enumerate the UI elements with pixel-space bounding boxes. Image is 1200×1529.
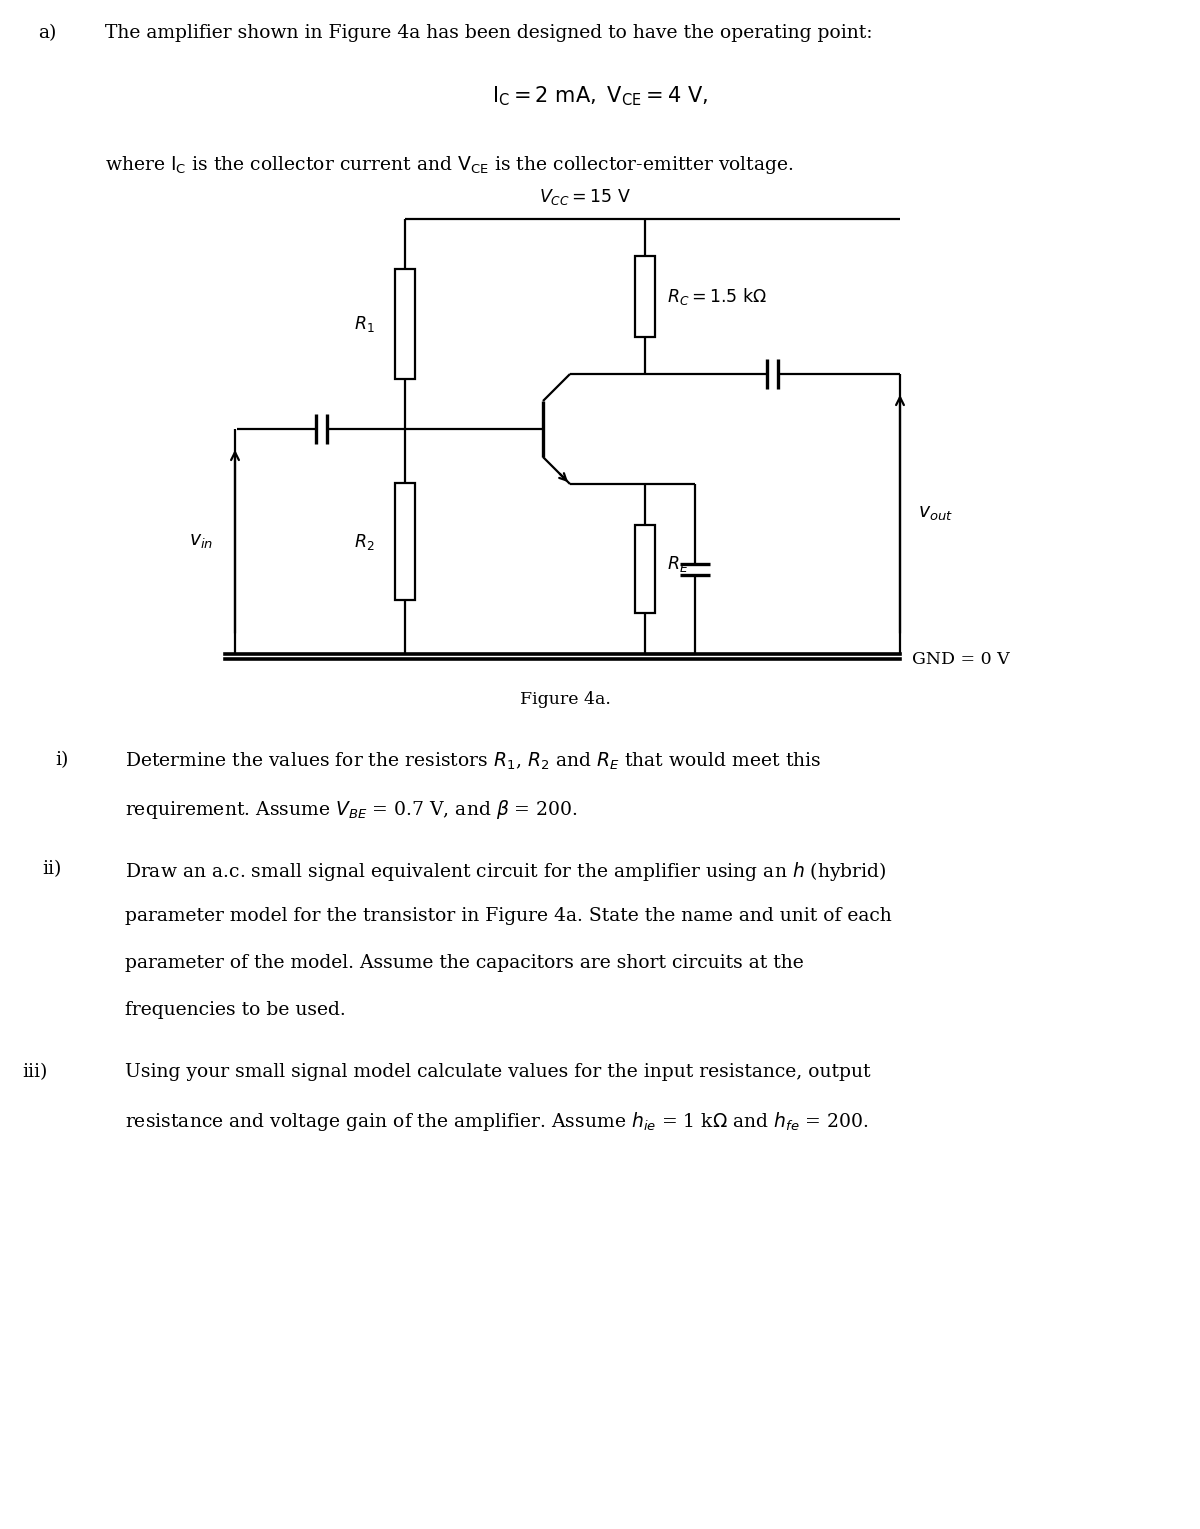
Text: where $\mathrm{I_C}$ is the collector current and $\mathrm{V_{CE}}$ is the colle: where $\mathrm{I_C}$ is the collector cu…	[106, 154, 794, 176]
Text: parameter model for the transistor in Figure 4a. State the name and unit of each: parameter model for the transistor in Fi…	[125, 907, 892, 925]
Text: Draw an a.c. small signal equivalent circuit for the amplifier using an $h$ (hyb: Draw an a.c. small signal equivalent cir…	[125, 859, 887, 884]
Text: $R_2$: $R_2$	[354, 532, 374, 552]
Text: Using your small signal model calculate values for the input resistance, output: Using your small signal model calculate …	[125, 1063, 870, 1081]
Text: a): a)	[38, 24, 56, 41]
Text: GND = 0 V: GND = 0 V	[912, 650, 1009, 668]
Bar	[395, 483, 415, 599]
Text: i): i)	[55, 751, 68, 769]
Bar	[635, 524, 655, 613]
Text: $v_{in}$: $v_{in}$	[188, 532, 214, 550]
Text: $R_1$: $R_1$	[354, 313, 374, 333]
Text: Figure 4a.: Figure 4a.	[520, 691, 611, 708]
Text: The amplifier shown in Figure 4a has been designed to have the operating point:: The amplifier shown in Figure 4a has bee…	[106, 24, 872, 41]
Text: $v_{out}$: $v_{out}$	[918, 505, 953, 523]
Text: ii): ii)	[42, 859, 61, 878]
Text: $V_{CC} = 15\ \mathrm{V}$: $V_{CC} = 15\ \mathrm{V}$	[539, 187, 631, 206]
Text: iii): iii)	[22, 1063, 47, 1081]
Bar	[635, 257, 655, 336]
Text: $R_C = 1.5\ \mathrm{k}\Omega$: $R_C = 1.5\ \mathrm{k}\Omega$	[667, 286, 767, 307]
Text: resistance and voltage gain of the amplifier. Assume $h_{ie}$ = 1 k$\Omega$ and : resistance and voltage gain of the ampli…	[125, 1110, 869, 1133]
Bar	[395, 269, 415, 379]
Text: Determine the values for the resistors $R_1$, $R_2$ and $R_E$ that would meet th: Determine the values for the resistors $…	[125, 751, 822, 772]
Text: frequencies to be used.: frequencies to be used.	[125, 1001, 346, 1018]
Text: requirement. Assume $V_{BE}$ = 0.7 V, and $\beta$ = 200.: requirement. Assume $V_{BE}$ = 0.7 V, an…	[125, 798, 577, 821]
Text: parameter of the model. Assume the capacitors are short circuits at the: parameter of the model. Assume the capac…	[125, 954, 804, 972]
Text: $\mathrm{I_C = 2\ mA,\ V_{CE} = 4\ V,}$: $\mathrm{I_C = 2\ mA,\ V_{CE} = 4\ V,}$	[492, 84, 708, 107]
Text: $R_E$: $R_E$	[667, 553, 689, 573]
